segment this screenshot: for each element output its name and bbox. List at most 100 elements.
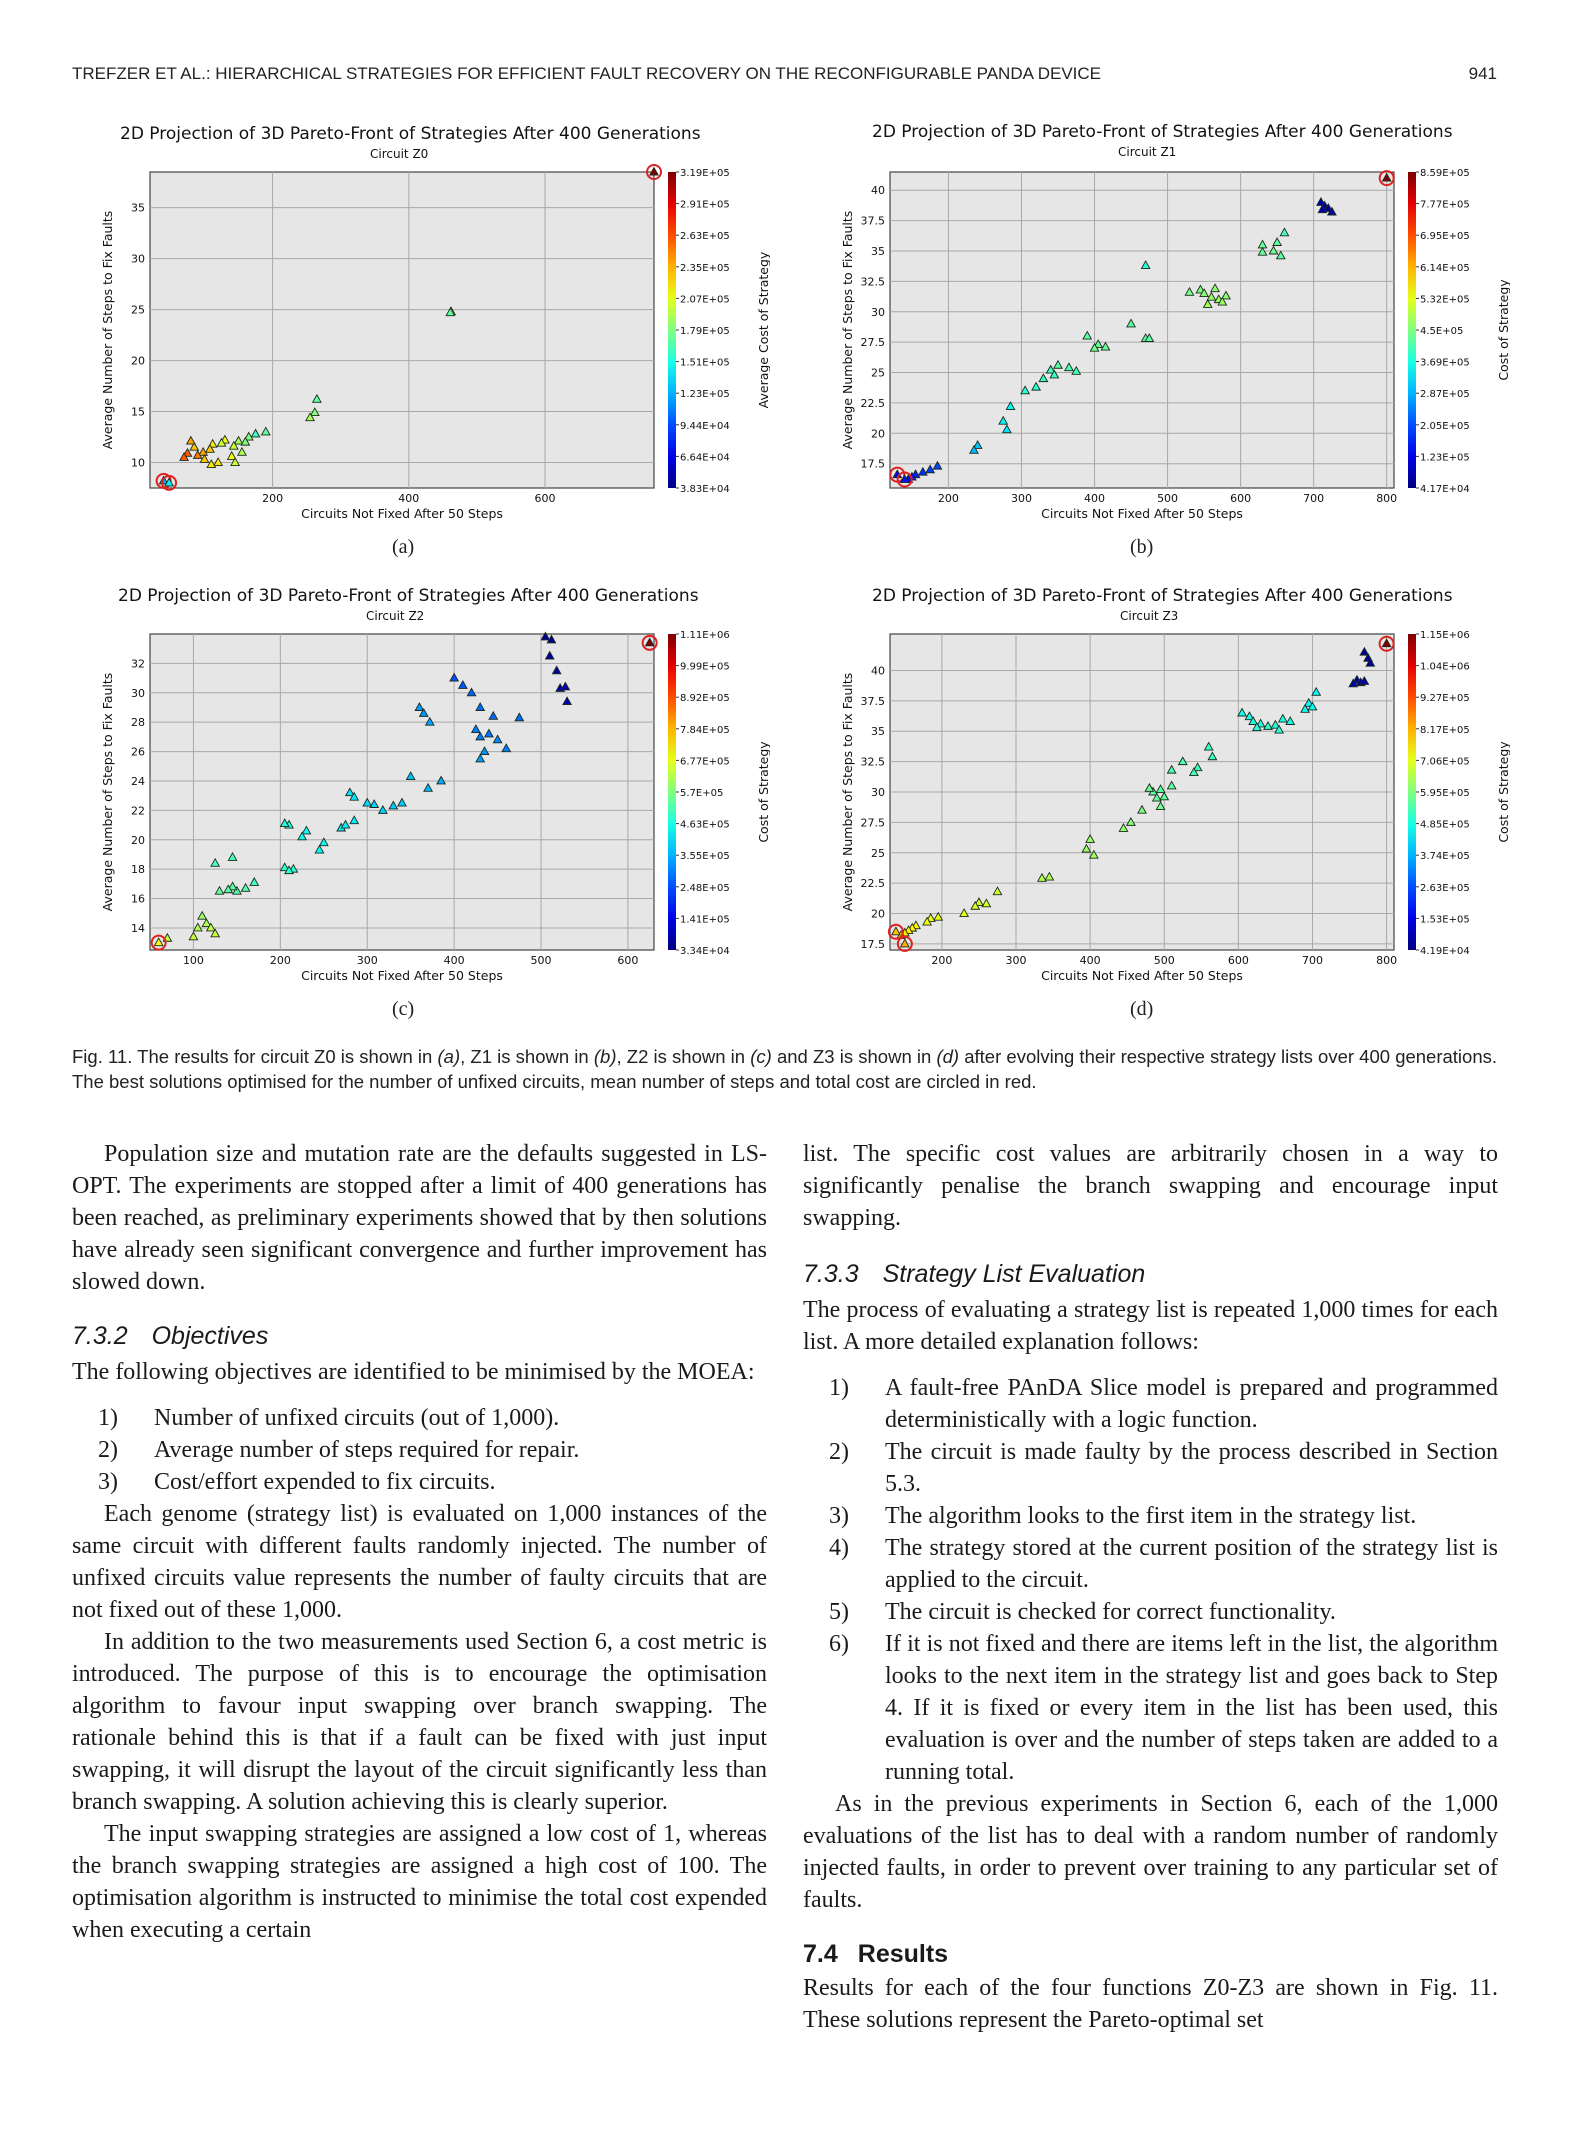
colorbar-tick-label: 1.23E+05 [680, 389, 730, 400]
data-point [213, 457, 224, 466]
data-point [284, 865, 295, 875]
data-point [436, 775, 447, 785]
data-point [279, 862, 290, 872]
y-tick-label: 17.5 [861, 458, 886, 471]
colorbar-tick-label: 2.91E+05 [680, 200, 730, 211]
colorbar-tick-label: 1.11E+06 [680, 630, 730, 641]
y-tick-label: 27.5 [861, 336, 886, 349]
data-point [1155, 801, 1166, 811]
data-point [1082, 330, 1093, 340]
data-point [1005, 401, 1016, 411]
colorbar-label: Cost of Strategy [756, 741, 770, 843]
data-point [560, 681, 571, 691]
data-point [230, 457, 241, 466]
y-tick-label: 25 [131, 304, 145, 317]
data-point [418, 707, 429, 717]
y-tick-label: 24 [131, 775, 145, 788]
data-point [1277, 713, 1288, 723]
data-point [197, 910, 208, 920]
y-tick-label: 37.5 [861, 215, 886, 228]
panel-b-subtitle: Circuit Z1 [1118, 145, 1177, 159]
list-item: 5) The circuit is checked for correct fun… [829, 1599, 1336, 1625]
x-tick-label: 300 [1011, 492, 1032, 505]
evaluation-steps-list: 1) A fault-free PAnDA Slice model is prep… [803, 1372, 1498, 1788]
data-point [223, 884, 234, 894]
paragraph: Results for each of the four functions Z… [803, 1975, 1498, 2033]
data-point [1279, 227, 1290, 237]
best-solution-circle [887, 923, 904, 940]
y-tick-label: 32.5 [861, 275, 886, 288]
y-tick-label: 32 [131, 657, 145, 670]
data-point [925, 464, 936, 474]
data-point [1217, 296, 1228, 306]
best-solution-point [899, 474, 910, 483]
x-tick-label: 400 [1080, 954, 1101, 967]
data-point [1237, 707, 1248, 717]
data-point [981, 898, 992, 908]
panel-a-subtitle: Circuit Z0 [370, 147, 429, 161]
paragraph: As in the previous experiments in Sectio… [803, 1791, 1498, 1913]
data-point [1326, 206, 1337, 216]
data-point [279, 818, 290, 828]
colorbar-tick-label: 1.53E+05 [1420, 914, 1470, 925]
data-point [562, 696, 573, 706]
x-tick-label: 800 [1376, 492, 1397, 505]
data-point [1184, 286, 1195, 296]
list-item: 3) The algorithm looks to the first item … [829, 1503, 1417, 1529]
list-item: 1) A fault-free PAnDA Slice model is prep… [829, 1375, 1498, 1433]
colorbar-tick-label: 2.48E+05 [680, 883, 730, 894]
colorbar-tick-label: 4.85E+05 [1420, 820, 1470, 831]
data-point [1359, 646, 1370, 656]
data-point [414, 702, 425, 711]
x-tick-label: 200 [262, 492, 283, 505]
y-tick-label: 22.5 [861, 397, 886, 410]
colorbar-tick-label: 5.95E+05 [1420, 788, 1470, 799]
y-tick-label: 37.5 [861, 695, 886, 708]
y-tick-label: 22.5 [861, 877, 886, 890]
data-point [1275, 250, 1286, 260]
data-point [204, 443, 215, 453]
colorbar-tick-label: 2.63E+05 [680, 231, 730, 242]
data-point [1166, 764, 1177, 774]
data-point [1144, 333, 1155, 342]
best-solution-circle [641, 634, 658, 651]
colorbar-tick-label: 8.59E+05 [1420, 168, 1470, 179]
colorbar-label: Cost of Strategy [1496, 741, 1510, 843]
colorbar-tick-label: 8.17E+05 [1420, 725, 1470, 736]
data-point [301, 825, 312, 835]
colorbar-tick-label: 4.63E+05 [680, 820, 730, 831]
data-point [972, 440, 983, 449]
y-tick-label: 20 [131, 834, 145, 847]
best-solution-circle [1378, 170, 1395, 187]
x-tick-label: 600 [617, 954, 638, 967]
scatter-chart-z1: 200 300 400 500 600 700 800 17.5 20 22.5 25 27.5 30 3… [840, 168, 1510, 521]
data-point [551, 665, 562, 675]
data-point [1202, 299, 1213, 308]
panel-b-label: (b) [1130, 536, 1154, 558]
x-tick-label: 500 [1157, 492, 1178, 505]
colorbar-tick-label: 4.19E+04 [1420, 946, 1470, 957]
colorbar-tick-label: 4.17E+04 [1420, 484, 1470, 495]
data-point [466, 687, 477, 697]
data-point [483, 728, 494, 738]
y-tick-label: 20 [131, 355, 145, 368]
data-point [1140, 260, 1151, 270]
y-axis-label: Average Number of Steps to Fix Faults [100, 673, 115, 912]
y-tick-label: 35 [871, 725, 885, 738]
y-tick-label: 40 [871, 664, 885, 677]
scatter-chart-z0: 200 400 600 10 15 20 25 30 35 Circuits Not Fixed … [100, 164, 770, 521]
panel-d-title: 2D Projection of 3D Pareto-Front of Stra… [872, 586, 1453, 606]
x-tick-label: 200 [931, 954, 952, 967]
data-point [1144, 782, 1155, 792]
plot-area [149, 171, 655, 489]
data-point [1307, 701, 1318, 711]
best-solution-circle [161, 474, 178, 491]
best-solution-point [1381, 638, 1392, 648]
data-point [240, 882, 251, 892]
colorbar-label: Cost of Strategy [1496, 279, 1510, 381]
list-item: 6) If it is not fixed and there are items… [829, 1631, 1498, 1785]
data-point [189, 441, 200, 451]
panel-a-title: 2D Projection of 3D Pareto-Front of Stra… [120, 124, 701, 144]
colorbar-tick-label: 6.64E+04 [680, 452, 730, 463]
plot-area [889, 171, 1395, 489]
